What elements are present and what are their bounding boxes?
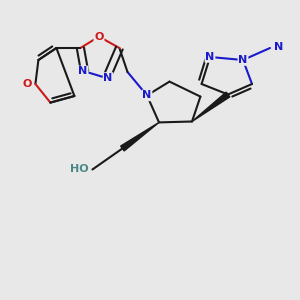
Text: N: N bbox=[142, 90, 152, 100]
Text: N: N bbox=[238, 55, 247, 65]
Text: N: N bbox=[79, 66, 88, 76]
Text: O: O bbox=[22, 79, 32, 89]
Polygon shape bbox=[192, 92, 230, 122]
Polygon shape bbox=[121, 122, 159, 151]
Text: O: O bbox=[94, 32, 104, 42]
Text: HO: HO bbox=[70, 164, 89, 175]
Text: N: N bbox=[206, 52, 214, 62]
Text: N: N bbox=[103, 73, 112, 83]
Text: N: N bbox=[274, 41, 283, 52]
